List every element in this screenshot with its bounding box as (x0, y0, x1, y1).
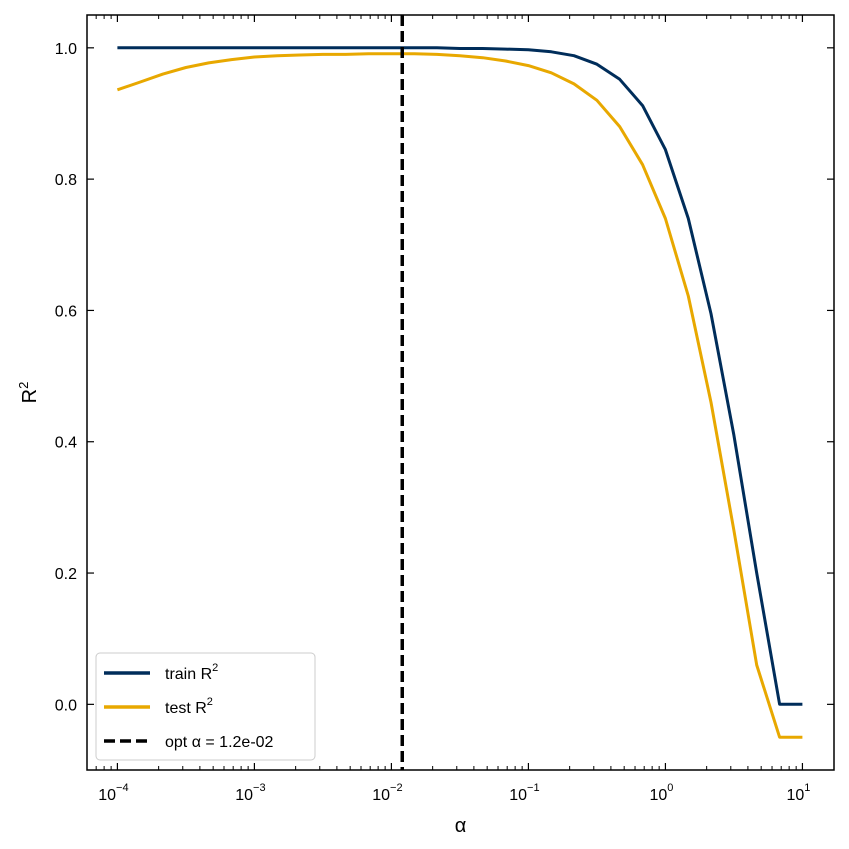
x-tick-label: 10−4 (98, 782, 128, 804)
y-tick-label: 1.0 (55, 41, 77, 58)
x-tick-label: 100 (649, 782, 673, 804)
x-tick-label: 10−1 (509, 782, 539, 804)
y-tick-label: 0.6 (55, 303, 77, 320)
ticks: 0.0 0.2 0.4 0.6 0.8 1.0 10−4 10−3 10−2 10−1 100 101 (55, 15, 834, 804)
plot-frame (86, 14, 835, 771)
x-tick-label: 10−3 (235, 782, 265, 804)
y-tick-label: 0.2 (55, 566, 77, 583)
legend-label-opt: opt α = 1.2e-02 (165, 734, 274, 751)
y-tick-label: 0.4 (55, 435, 77, 452)
x-tick-label: 101 (786, 782, 810, 804)
legend: train R2 test R2 opt α = 1.2e-02 (95, 652, 316, 761)
y-tick-label: 0.8 (55, 172, 77, 189)
legend-label-test: test R2 (165, 696, 213, 717)
y-axis-title-sup: 2 (16, 382, 31, 389)
y-tick-label: 0.0 (55, 697, 77, 714)
x-tick-label: 10−2 (372, 782, 402, 804)
legend-label-train: train R2 (165, 662, 218, 683)
series-line-train (117, 46, 803, 706)
series-line-test (116, 52, 803, 739)
y-axis-title-base: R (19, 389, 41, 403)
plot-lines (116, 15, 803, 770)
x-axis-title: α (455, 815, 467, 837)
legend-box (95, 652, 316, 761)
y-axis-title: R2 (16, 382, 41, 404)
